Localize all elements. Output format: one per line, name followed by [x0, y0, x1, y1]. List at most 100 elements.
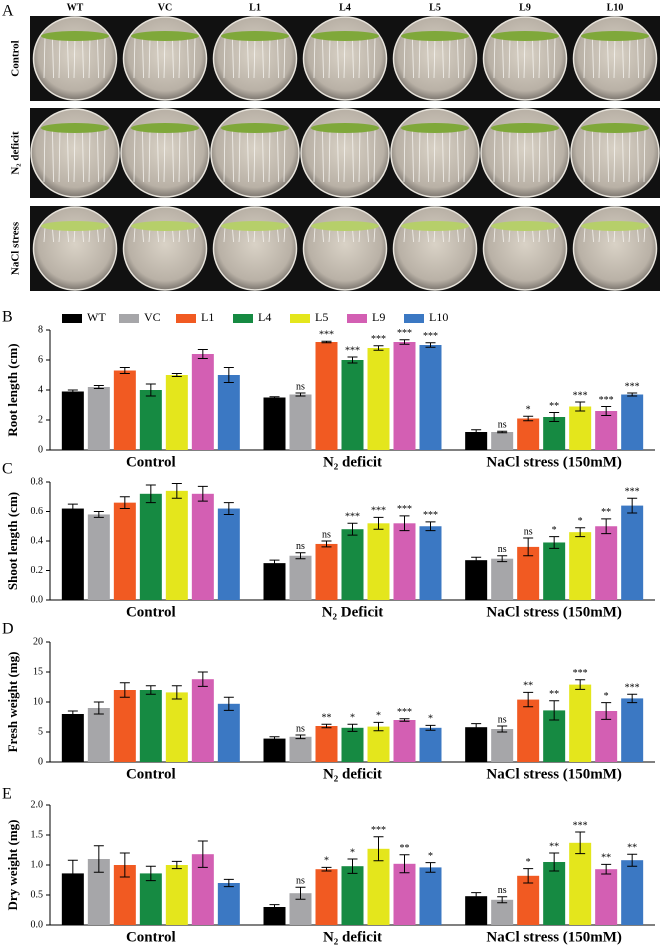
legend-label: L5: [315, 310, 328, 324]
seedlings: [581, 221, 649, 231]
root: [187, 227, 189, 243]
error-bar: [601, 702, 612, 720]
root: [538, 129, 541, 183]
petri-plate: [32, 206, 118, 291]
bar: [393, 720, 416, 762]
root: [547, 129, 549, 183]
root: [442, 129, 444, 183]
root: [517, 129, 519, 183]
root: [592, 37, 594, 79]
root: [532, 129, 534, 183]
root: [403, 37, 406, 79]
significance: **: [627, 842, 637, 853]
y-tick-label: 2.0: [31, 799, 44, 810]
root: [613, 129, 616, 183]
error-bar: [347, 356, 358, 364]
root: [142, 227, 144, 243]
root: [598, 37, 601, 79]
error-bar: [171, 373, 182, 377]
y-tick-label: 8: [38, 324, 43, 335]
legend-label: L1: [201, 310, 214, 324]
category-label: Control: [126, 766, 176, 782]
seedlings: [491, 123, 559, 133]
root: [322, 37, 324, 79]
bar: [621, 505, 644, 600]
root: [367, 37, 369, 79]
error-bar: [627, 853, 638, 867]
error-bar: [627, 497, 638, 514]
root: [163, 37, 166, 79]
column-label: L4: [339, 2, 351, 13]
root: [133, 37, 136, 79]
root: [313, 129, 316, 183]
seedlings: [221, 31, 289, 41]
error-bar: [601, 863, 612, 875]
root: [103, 37, 106, 79]
y-tick-label: 6: [38, 354, 43, 365]
panel-label: D: [2, 621, 14, 638]
bar: [289, 555, 312, 600]
root: [598, 129, 601, 183]
bar: [393, 342, 416, 450]
root: [517, 37, 519, 79]
bar: [393, 863, 416, 925]
root: [97, 227, 99, 243]
row-label: Control: [10, 40, 22, 76]
root: [493, 129, 496, 183]
error-bar: [471, 556, 482, 564]
seedlings: [41, 31, 109, 41]
error-bar: [119, 682, 130, 698]
significance: ns: [322, 529, 331, 540]
error-bar: [197, 671, 208, 687]
root: [142, 37, 144, 79]
legend-swatch: [290, 314, 310, 323]
root: [403, 227, 406, 243]
root: [193, 129, 196, 183]
bar: [621, 860, 644, 925]
root: [592, 227, 594, 243]
error-bar: [425, 342, 436, 348]
error-bar: [67, 859, 78, 888]
root: [247, 37, 249, 79]
panel-label: C: [2, 461, 13, 478]
petri-plate: [212, 206, 298, 291]
root: [457, 129, 459, 183]
error-bar: [399, 718, 410, 722]
root: [223, 37, 226, 79]
bar: [217, 508, 240, 600]
root: [157, 129, 159, 183]
bar: [315, 726, 338, 762]
error-bar: [575, 401, 586, 412]
root: [43, 37, 46, 79]
root: [52, 129, 54, 183]
category-label: N₂ Deficit: [322, 604, 384, 620]
error-bar: [269, 396, 280, 399]
root: [337, 129, 339, 183]
root: [223, 129, 226, 183]
petri-plate: [32, 16, 118, 101]
petri-plate: [212, 16, 298, 101]
bar: [419, 867, 442, 925]
error-bar: [93, 385, 104, 389]
root: [52, 37, 54, 79]
root: [223, 227, 226, 243]
error-bar: [549, 852, 560, 872]
legend-label: L10: [429, 310, 448, 324]
root: [283, 129, 286, 183]
y-tick-label: 10: [33, 696, 43, 707]
error-bar: [523, 691, 534, 708]
error-bar: [399, 339, 410, 345]
significance: **: [400, 843, 410, 854]
root: [508, 129, 511, 183]
error-bar: [171, 482, 182, 499]
root: [643, 37, 646, 79]
significance: ***: [625, 682, 640, 693]
significance: **: [549, 689, 559, 700]
root: [373, 227, 376, 243]
significance: *: [324, 856, 329, 867]
error-bar: [93, 845, 104, 873]
bar: [595, 526, 618, 600]
bar: [595, 411, 618, 450]
